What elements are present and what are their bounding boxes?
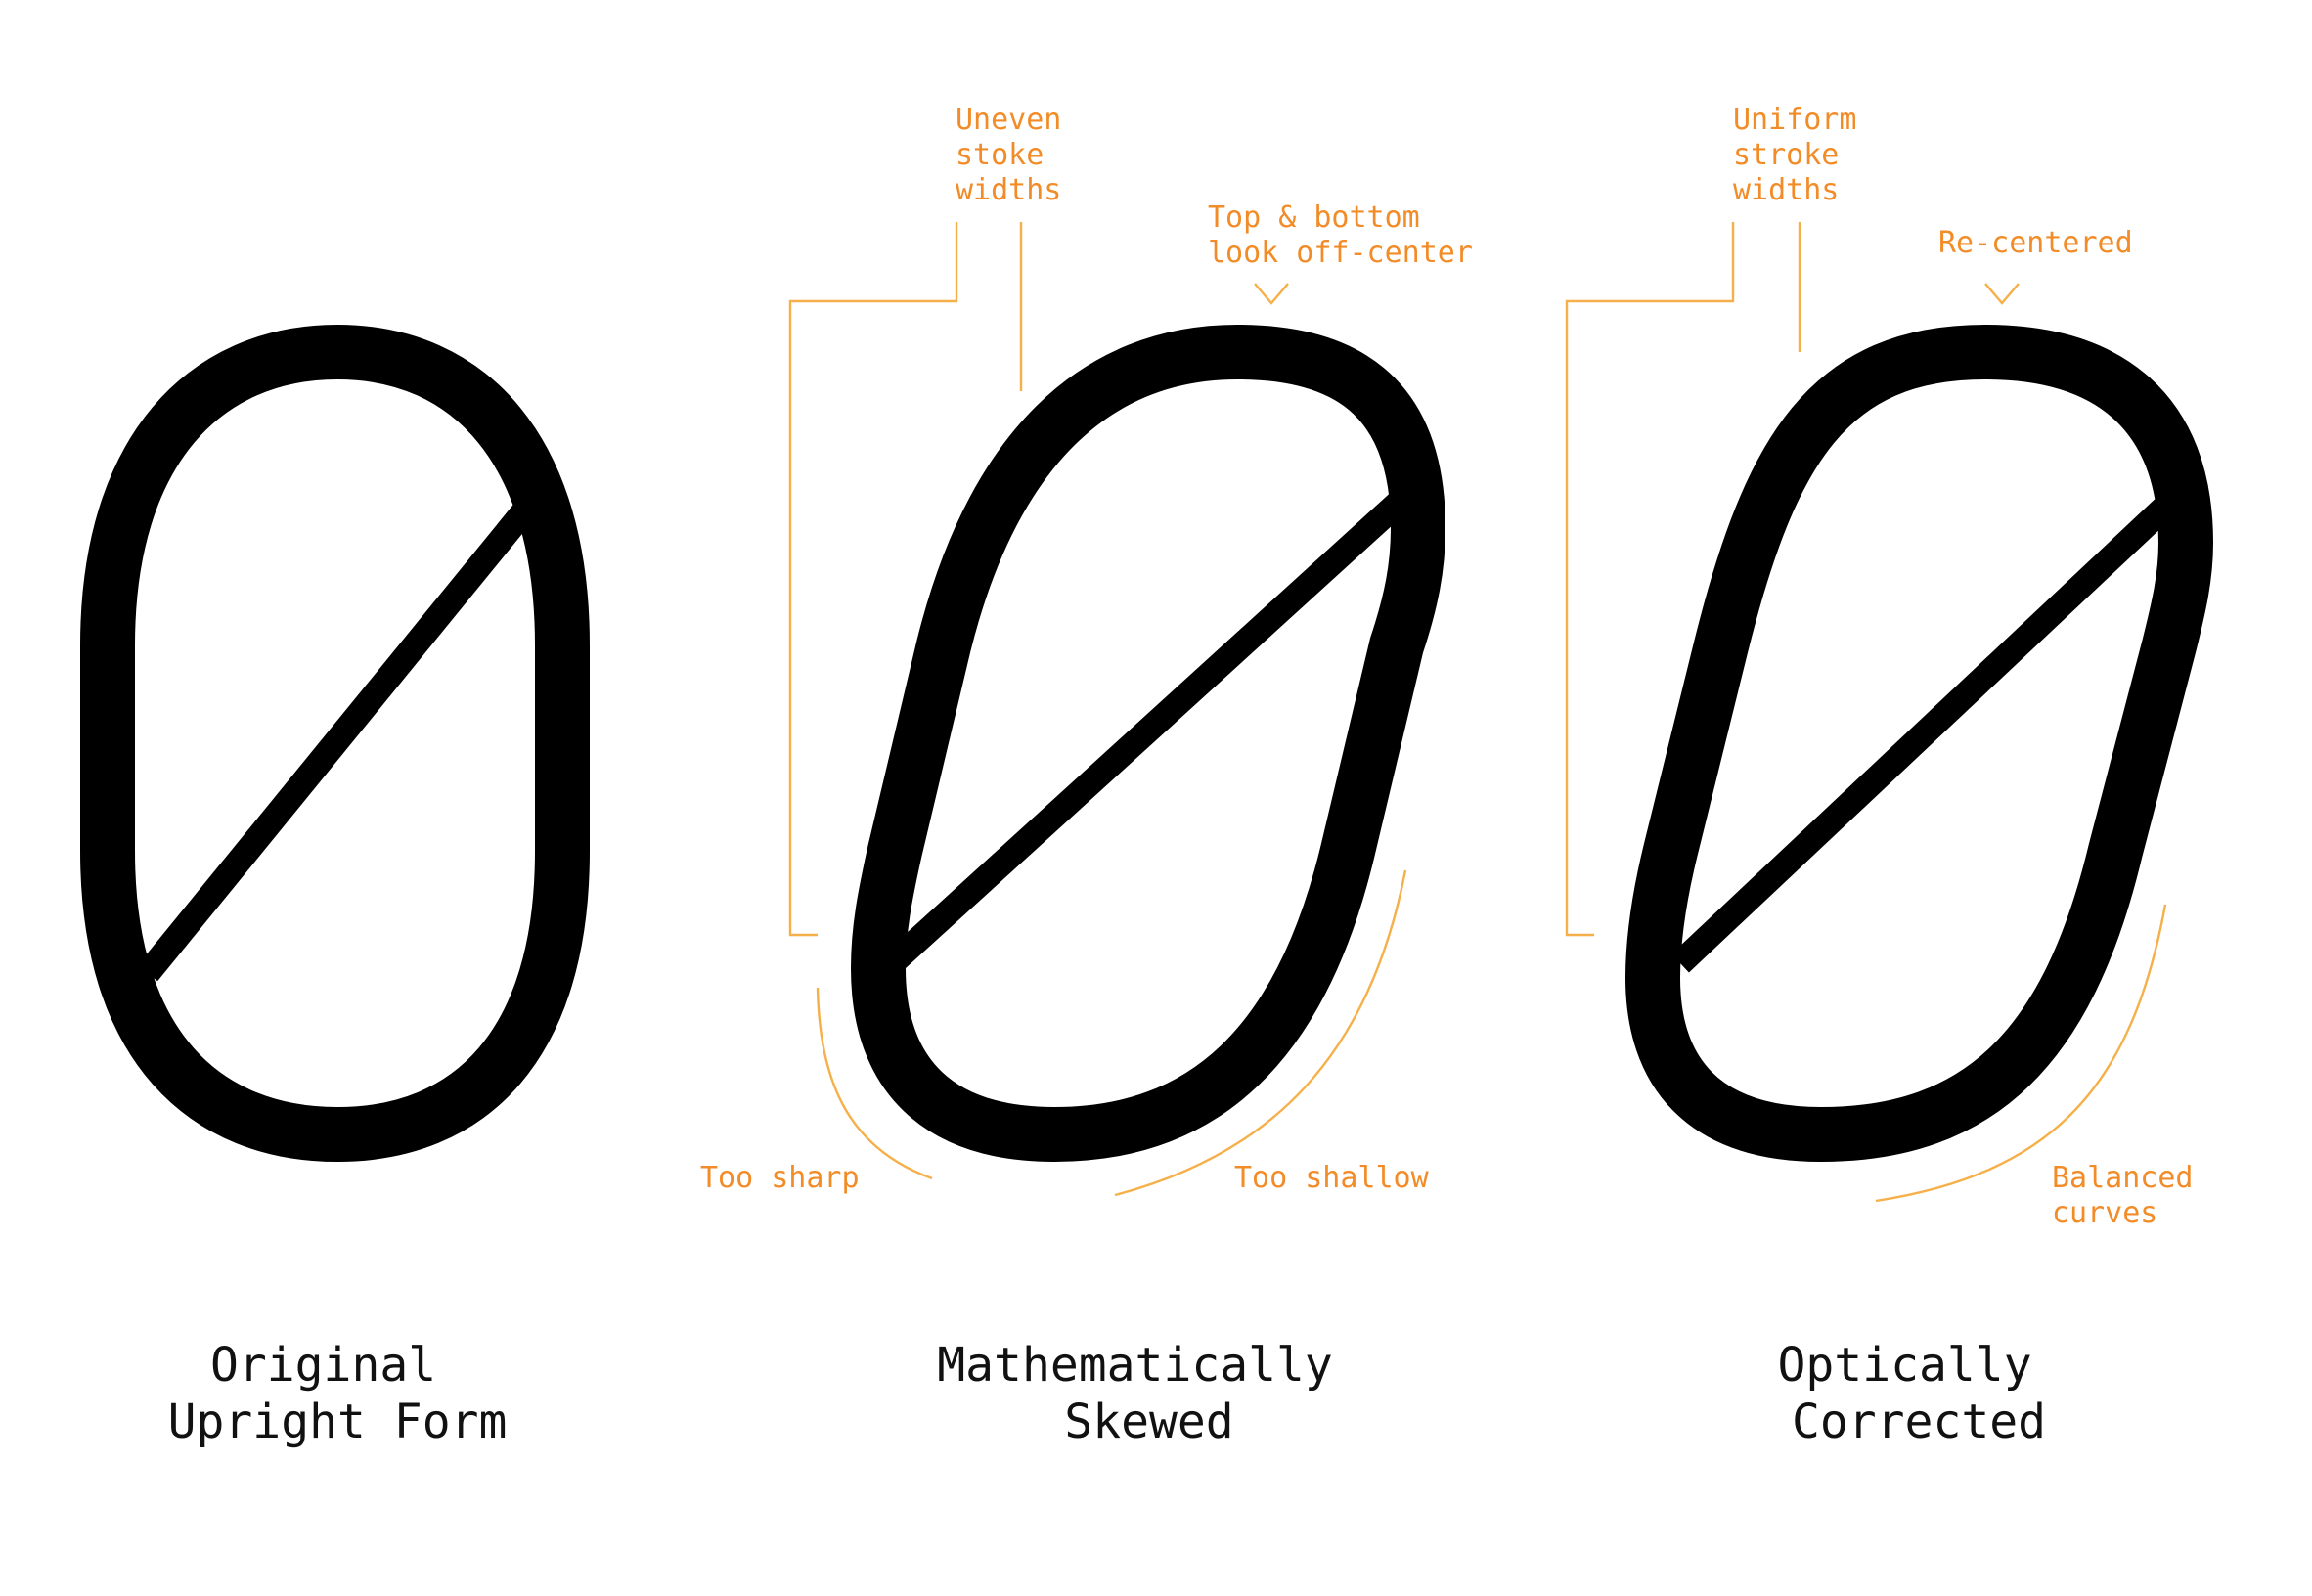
leader-uneven-bracket bbox=[788, 222, 958, 937]
skewed-zero-glyph bbox=[851, 325, 1445, 1162]
chevron-offcenter bbox=[1254, 283, 1289, 305]
annotation-uneven-stroke: Uneven stoke widths bbox=[956, 103, 1079, 207]
leader-uniform-bracket bbox=[1565, 222, 1735, 937]
annotation-balanced-curves: Balanced curves bbox=[2052, 1161, 2211, 1230]
panel-original: Original Upright Form bbox=[80, 325, 590, 1449]
annotation-off-center: Top & bottom look off-center bbox=[1208, 200, 1473, 270]
caption-skewed: Mathematically Skewed bbox=[937, 1338, 1360, 1449]
annotation-too-sharp: Too sharp bbox=[700, 1161, 860, 1195]
panel-corrected: Uniform stroke widths Re-centered Balanc… bbox=[1565, 103, 2213, 1449]
corrected-zero-glyph bbox=[1625, 325, 2213, 1162]
caption-corrected: Optically Corrected bbox=[1778, 1338, 2061, 1449]
leader-too-shallow-arc bbox=[1114, 869, 1407, 1197]
panel-skewed: Uneven stoke widths Top & bottom look of… bbox=[700, 103, 1473, 1449]
upright-zero-slash bbox=[137, 504, 534, 982]
annotation-re-centered: Re-centered bbox=[1938, 226, 2133, 260]
leader-too-sharp-arc bbox=[816, 987, 933, 1180]
corrected-zero-slash bbox=[1671, 499, 2172, 973]
annotation-uniform-stroke: Uniform stroke widths bbox=[1733, 103, 1875, 207]
skewed-zero-slash bbox=[881, 491, 1409, 975]
caption-original: Original Upright Form bbox=[168, 1338, 508, 1449]
annotation-too-shallow: Too shallow bbox=[1234, 1161, 1430, 1195]
chevron-recentered bbox=[1984, 283, 2020, 305]
upright-zero-glyph bbox=[80, 325, 590, 1162]
leader-balanced-arc bbox=[1875, 904, 2167, 1203]
